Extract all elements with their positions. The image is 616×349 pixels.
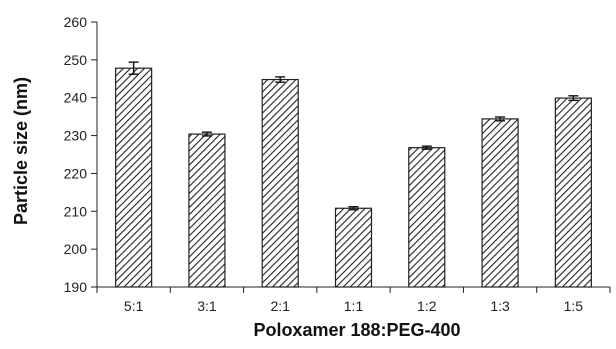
error-bar-5-1 [128, 61, 139, 75]
error-bar-1-3 [495, 116, 506, 122]
x-axis-title: Poloxamer 188:PEG-400 [253, 320, 460, 340]
x-tick-label: 1:2 [417, 298, 437, 314]
x-tick-label: 3:1 [197, 298, 217, 314]
error-bar-3-1 [201, 131, 212, 137]
y-axis-title: Particle size (nm) [11, 77, 31, 225]
error-bar-1-2 [421, 145, 432, 150]
bar-1-5 [554, 97, 592, 288]
y-tick-label: 210 [64, 203, 88, 219]
y-axis-ticks: 190 200 210 220 230 240 250 260 [64, 14, 97, 295]
y-tick-label: 220 [64, 165, 88, 181]
bar-1-2 [408, 147, 446, 288]
error-bar-2-1 [275, 76, 286, 83]
x-tick-label: 5:1 [124, 298, 144, 314]
bars-group [115, 67, 592, 288]
x-tick-label: 2:1 [270, 298, 290, 314]
bar-3-1 [188, 133, 226, 288]
bar-1-3 [481, 118, 519, 288]
error-bar-1-1 [348, 206, 359, 211]
y-tick-label: 240 [64, 90, 88, 106]
x-axis-ticks: 5:1 3:1 2:1 1:1 1:2 1:3 1:5 [96, 287, 611, 314]
x-tick-label: 1:3 [490, 298, 510, 314]
y-tick-label: 230 [64, 128, 88, 144]
x-tick-label: 1:1 [344, 298, 364, 314]
x-tick-label: 1:5 [564, 298, 584, 314]
bar-1-1 [334, 207, 373, 288]
y-tick-label: 250 [64, 52, 88, 68]
error-bars-group [128, 61, 579, 211]
y-tick-label: 260 [64, 14, 88, 30]
bar-2-1 [261, 78, 299, 288]
y-tick-label: 190 [64, 279, 88, 295]
bar-5-1 [115, 67, 153, 288]
error-bar-1-5 [568, 95, 579, 102]
y-tick-label: 200 [64, 241, 88, 257]
